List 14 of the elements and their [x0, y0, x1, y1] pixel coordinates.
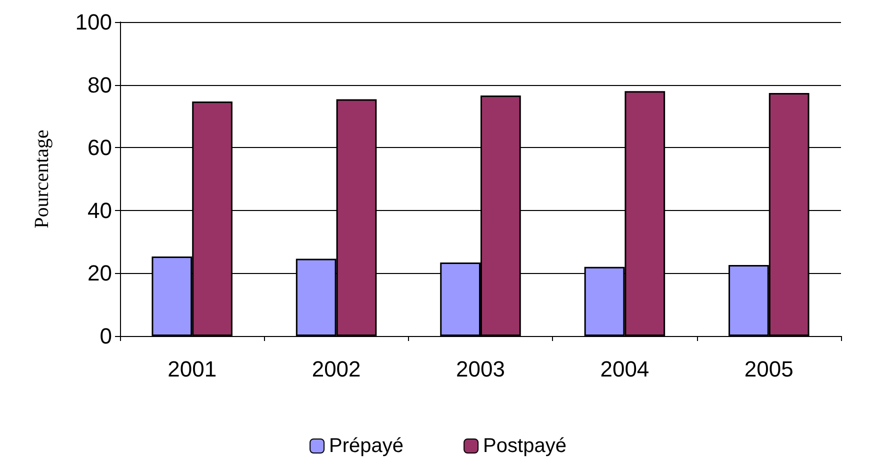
- y-axis-title: Pourcentage: [31, 129, 53, 228]
- y-tick-label: 0: [100, 324, 112, 348]
- x-tick-label: 2001: [168, 356, 217, 382]
- x-tick-label: 2005: [744, 356, 794, 382]
- legend-label: Postpayé: [483, 435, 566, 457]
- y-tick-label: 80: [88, 72, 112, 98]
- y-tick-label: 40: [88, 198, 112, 223]
- y-tick-label: 100: [75, 10, 112, 34]
- y-tick-label: 20: [88, 260, 112, 286]
- y-tick-label: 60: [88, 135, 112, 160]
- legend-label: Prépayé: [329, 435, 404, 457]
- x-tick-label: 2004: [600, 356, 650, 382]
- x-tick-label: 2002: [312, 356, 361, 382]
- x-tick-label: 2003: [456, 356, 505, 382]
